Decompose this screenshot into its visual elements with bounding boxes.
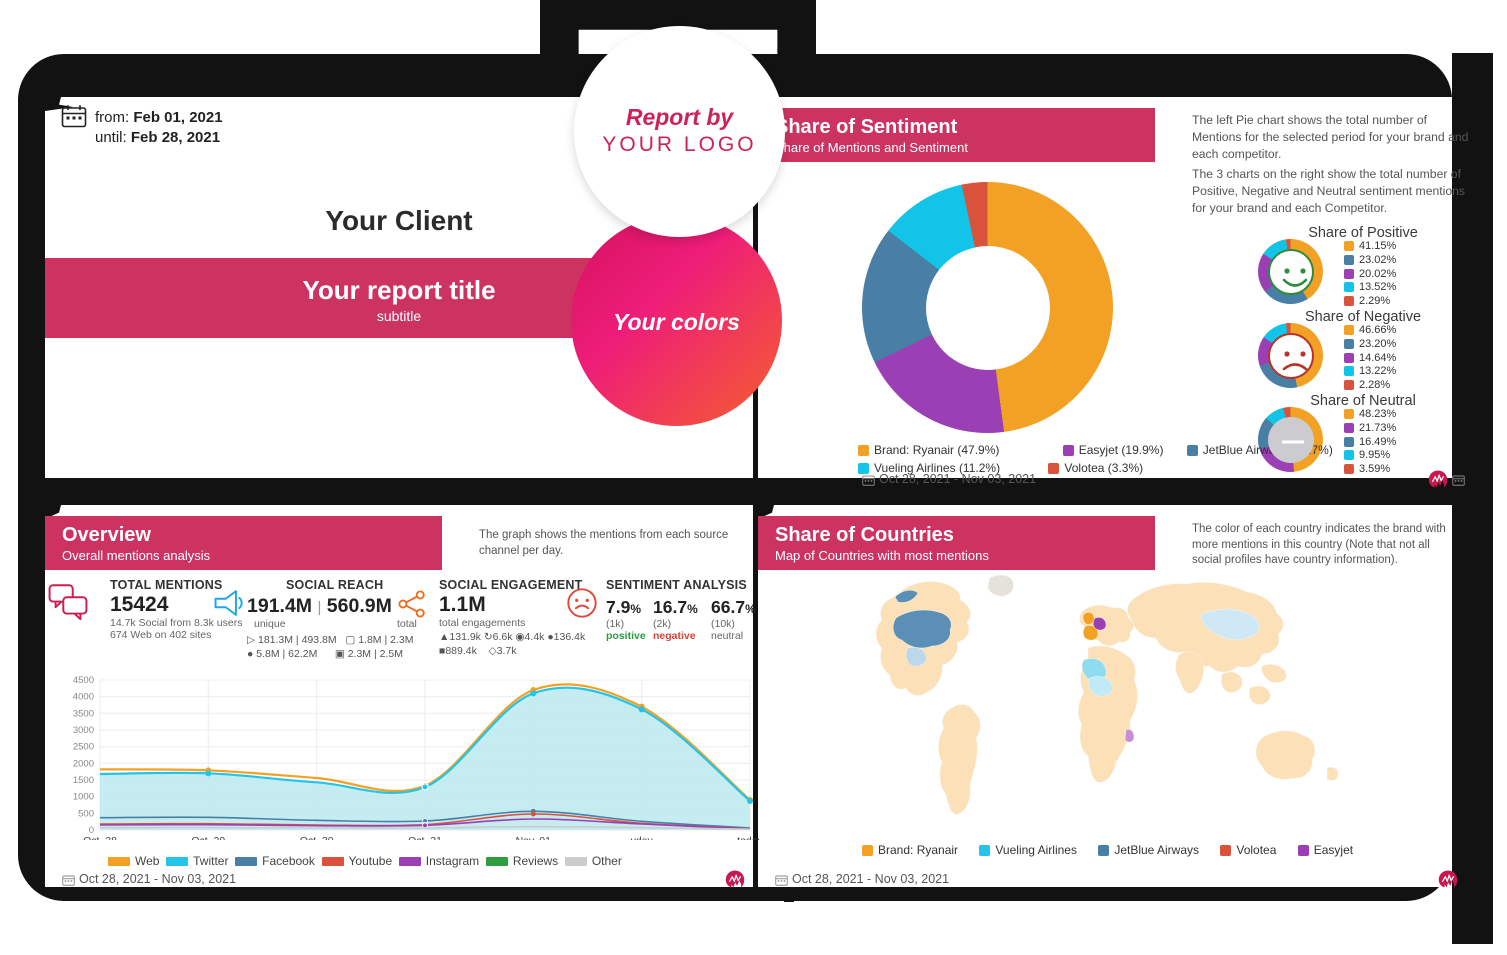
svg-text:Nov, 01: Nov, 01 bbox=[516, 835, 552, 840]
svg-text:Oct, 30: Oct, 30 bbox=[300, 835, 334, 840]
svg-text:3000: 3000 bbox=[73, 725, 94, 736]
svg-text:4500: 4500 bbox=[73, 675, 94, 686]
svg-text:2500: 2500 bbox=[73, 742, 94, 753]
svg-text:Oct, 29: Oct, 29 bbox=[191, 835, 225, 840]
svg-text:2000: 2000 bbox=[73, 758, 94, 769]
svg-text:Oct, 28: Oct, 28 bbox=[83, 835, 117, 840]
svg-text:3500: 3500 bbox=[73, 708, 94, 719]
svg-text:today: today bbox=[737, 835, 760, 840]
svg-text:500: 500 bbox=[78, 808, 94, 819]
svg-text:Oct, 31: Oct, 31 bbox=[408, 835, 442, 840]
svg-text:1500: 1500 bbox=[73, 775, 94, 786]
svg-text:4000: 4000 bbox=[73, 692, 94, 703]
svg-text:1000: 1000 bbox=[73, 792, 94, 803]
svg-text:yday: yday bbox=[631, 835, 654, 840]
